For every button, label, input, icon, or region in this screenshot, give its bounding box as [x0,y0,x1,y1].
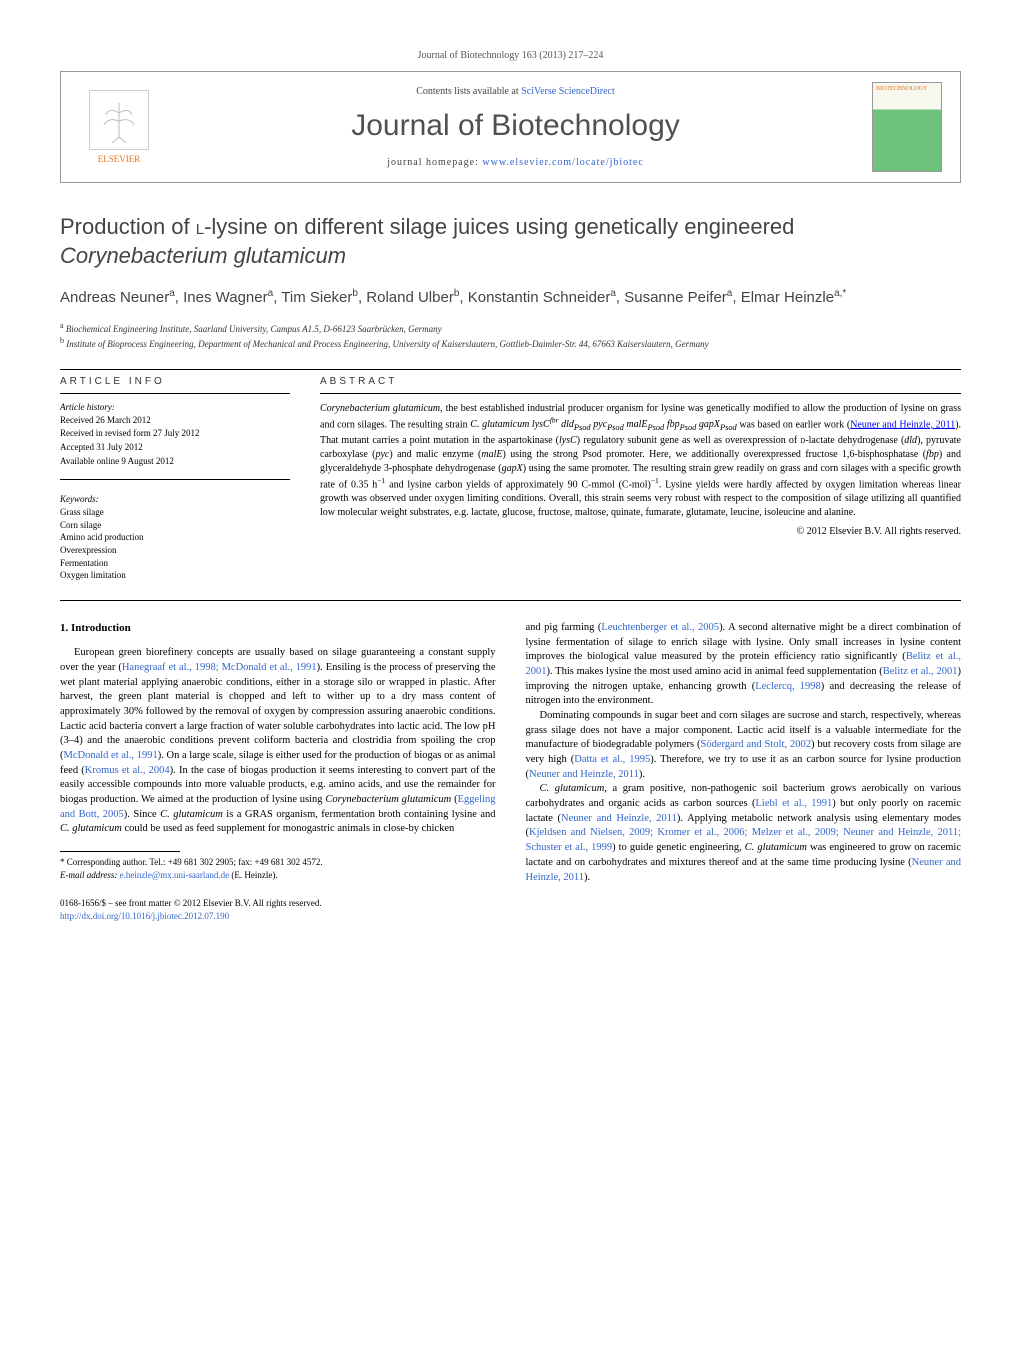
article-info-heading: article info [60,376,290,387]
col1-body: European green biorefinery concepts are … [60,646,496,837]
homepage-line: journal homepage: www.elsevier.com/locat… [179,157,852,168]
affiliations: a Biochemical Engineering Institute, Saa… [60,320,961,351]
history-online: Available online 9 August 2012 [60,455,290,468]
abstract-copyright: © 2012 Elsevier B.V. All rights reserved… [320,526,961,537]
article-info-column: article info Article history: Received 2… [60,376,290,582]
history-label: Article history: [60,402,290,412]
keyword-1: Corn silage [60,519,290,532]
section-1-heading: 1. Introduction [60,621,496,636]
history-received: Received 26 March 2012 [60,414,290,427]
affiliation-b: b Institute of Bioprocess Engineering, D… [60,335,961,351]
journal-title: Journal of Biotechnology [179,109,852,143]
elsevier-logo: ELSEVIER [79,82,159,172]
journal-cover-thumbnail: BIOTECHNOLOGY [872,82,942,172]
authors-list: Andreas Neunera, Ines Wagnera, Tim Sieke… [60,286,961,310]
keywords-rule [60,479,290,480]
keyword-2: Amino acid production [60,531,290,544]
issn-copyright: 0168-1656/$ – see front matter © 2012 El… [60,897,496,910]
article-title: Production of l-lysine on different sila… [60,213,961,270]
publisher-name: ELSEVIER [98,154,141,164]
abstract-heading: abstract [320,376,961,387]
bottom-info: 0168-1656/$ – see front matter © 2012 El… [60,897,496,922]
history-accepted: Accepted 31 July 2012 [60,441,290,454]
contents-line: Contents lists available at SciVerse Sci… [179,86,852,97]
journal-reference: Journal of Biotechnology 163 (2013) 217–… [60,50,961,61]
keyword-3: Overexpression [60,544,290,557]
abstract-column: abstract Corynebacterium glutamicum, the… [320,376,961,582]
abstract-text: Corynebacterium glutamicum, the best est… [320,402,961,520]
keywords-label: Keywords: [60,494,290,504]
header-center: Contents lists available at SciVerse Sci… [159,86,872,168]
author-email-link[interactable]: e.heinzle@mx.uni-saarland.de [120,870,230,880]
journal-homepage-link[interactable]: www.elsevier.com/locate/jbiotec [482,157,643,168]
divider-bottom [60,600,961,601]
divider-top [60,369,961,370]
footnote-rule [60,851,180,852]
elsevier-tree-icon [89,90,149,150]
history-revised: Received in revised form 27 July 2012 [60,427,290,440]
info-rule [60,393,290,394]
doi-link[interactable]: http://dx.doi.org/10.1016/j.jbiotec.2012… [60,911,229,921]
left-column: 1. Introduction European green biorefine… [60,621,496,923]
header-box: ELSEVIER Contents lists available at Sci… [60,71,961,183]
corresponding-author: * Corresponding author. Tel.: +49 681 30… [60,856,496,869]
keyword-5: Oxygen limitation [60,569,290,582]
body-columns: 1. Introduction European green biorefine… [60,621,961,923]
sciencedirect-link[interactable]: SciVerse ScienceDirect [521,86,615,97]
keywords-block: Keywords: Grass silage Corn silage Amino… [60,494,290,582]
abstract-rule [320,393,961,394]
affiliation-a: a Biochemical Engineering Institute, Saa… [60,320,961,336]
info-abstract-row: article info Article history: Received 2… [60,376,961,582]
keyword-4: Fermentation [60,557,290,570]
page-container: Journal of Biotechnology 163 (2013) 217–… [0,0,1021,963]
footnotes: * Corresponding author. Tel.: +49 681 30… [60,856,496,881]
keyword-0: Grass silage [60,506,290,519]
right-column: and pig farming (Leuchtenberger et al., … [526,621,962,923]
email-line: E-mail address: e.heinzle@mx.uni-saarlan… [60,869,496,882]
